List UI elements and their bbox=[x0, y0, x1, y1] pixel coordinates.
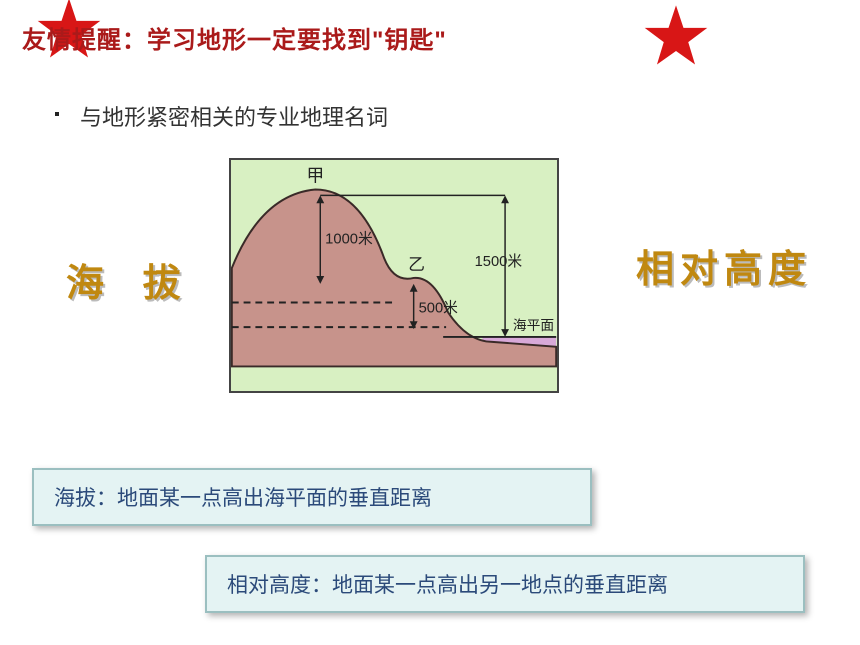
h1-label: 1000米 bbox=[325, 231, 373, 248]
definition-relative-height: 相对高度：地面某一点高出另一地点的垂直距离 bbox=[205, 555, 805, 613]
sea-label: 海平面 bbox=[513, 318, 554, 333]
star-icon-right bbox=[642, 2, 710, 70]
h2-label: 500米 bbox=[419, 299, 459, 316]
h3-label: 1500米 bbox=[475, 253, 523, 270]
terrain-diagram: 甲 乙 1000米 500米 1500米 海平面 bbox=[229, 158, 559, 393]
label-elevation: 海 拔 bbox=[66, 252, 195, 307]
bullet-icon bbox=[55, 112, 59, 116]
page-title: 友情提醒：学习地形一定要找到"钥匙" bbox=[22, 20, 447, 55]
page-subtitle: 与地形紧密相关的专业地理名词 bbox=[80, 100, 388, 132]
definition-elevation: 海拔：地面某一点高出海平面的垂直距离 bbox=[32, 468, 592, 526]
peak2-label: 乙 bbox=[408, 255, 425, 274]
label-relative-height: 相对高度 bbox=[636, 238, 812, 293]
peak1-label: 甲 bbox=[307, 166, 325, 186]
